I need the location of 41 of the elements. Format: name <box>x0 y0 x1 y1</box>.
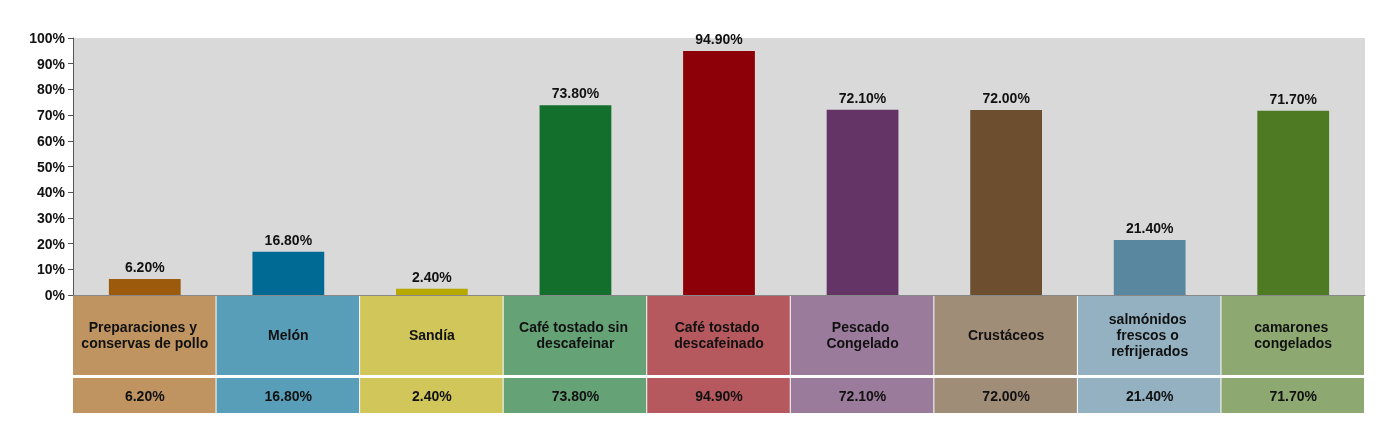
y-tick-label: 60% <box>36 132 66 149</box>
data-label: 6.20% <box>124 387 166 404</box>
x-tick-label: Pescado Congelado <box>826 319 899 351</box>
y-tick-label: 70% <box>36 107 66 124</box>
x-tick-label: camarones congelados <box>1254 319 1333 351</box>
data-label: 72.10% <box>838 387 887 404</box>
x-tick-label: Preparaciones y conservas de pollo <box>81 319 209 351</box>
y-tick-label: 90% <box>36 55 66 72</box>
y-tick-label: 10% <box>36 261 66 278</box>
x-tick-label: Crustáceos <box>967 327 1045 343</box>
y-tick-label: 50% <box>36 158 66 175</box>
data-label: 94.90% <box>695 387 744 404</box>
y-tick-label: 0% <box>44 287 66 303</box>
y-tick-label: 100% <box>29 30 66 46</box>
data-label: 72.00% <box>982 387 1031 404</box>
bar <box>252 251 325 295</box>
x-tick-label: Melón <box>268 327 309 343</box>
y-tick-label: 20% <box>36 235 66 252</box>
bar <box>108 279 181 295</box>
data-label: 16.80% <box>264 387 313 404</box>
text: 94.90% <box>695 31 743 48</box>
text: 6.20% <box>124 259 165 276</box>
text: 21.40% <box>1125 220 1174 236</box>
y-tick-label: 80% <box>36 81 66 98</box>
text: 71.70% <box>1269 90 1317 107</box>
y-tick-label: 30% <box>36 209 66 226</box>
text: 16.80% <box>264 231 313 248</box>
text: 73.80% <box>551 85 600 102</box>
text: 2.40% <box>412 268 452 285</box>
data-label: 71.70% <box>1269 387 1318 404</box>
x-tick-label: Café tostado sin descafeinar <box>519 319 632 351</box>
text: 72.10% <box>838 89 887 106</box>
y-tick-label: 40% <box>36 184 66 201</box>
data-label: 73.80% <box>551 387 600 404</box>
x-tick-label: Café tostado descafeinado <box>674 319 764 351</box>
data-label: 21.40% <box>1125 387 1174 404</box>
text: 72.00% <box>982 89 1030 106</box>
bar <box>396 288 468 295</box>
x-tick-label: salmónidos frescos o refrijerados <box>1108 311 1191 359</box>
x-tick-label: Sandía <box>408 327 456 343</box>
data-label: 2.40% <box>412 387 453 404</box>
